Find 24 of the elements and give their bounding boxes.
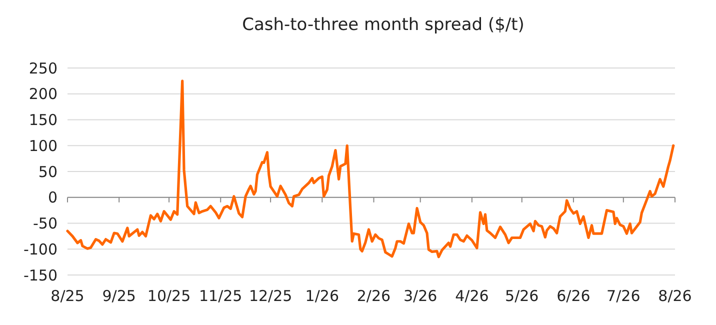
x-tick-label: 11/25 <box>199 287 242 305</box>
y-tick-label: 200 <box>28 85 58 104</box>
x-tick-label: 8/26 <box>658 287 692 305</box>
y-tick-label: -100 <box>23 240 58 258</box>
x-tick-label: 7/26 <box>606 287 640 305</box>
x-tick-label: 4/26 <box>455 287 489 305</box>
y-tick-label: 150 <box>28 111 58 129</box>
y-tick-label: 100 <box>28 136 58 155</box>
chart-title: Cash-to-three month spread ($/t) <box>242 15 524 35</box>
x-tick-label: 9/25 <box>102 287 136 305</box>
x-tick-label: 8/25 <box>50 287 84 305</box>
y-tick-label: -50 <box>33 214 58 232</box>
x-tick-label: 1/26 <box>305 287 339 305</box>
x-tick-label: 2/26 <box>356 287 391 305</box>
y-tick-label: 0 <box>48 188 58 207</box>
x-tick-label: 3/26 <box>404 287 438 305</box>
x-tick-label: 12/25 <box>248 287 292 305</box>
x-tick-label: 6/26 <box>556 287 590 305</box>
y-tick-label: -150 <box>23 266 58 284</box>
x-tick-label: 10/25 <box>147 287 191 305</box>
y-tick-label: 250 <box>28 59 58 78</box>
line-series <box>66 80 675 258</box>
y-tick-label: 50 <box>38 162 58 181</box>
x-tick-label: 5/26 <box>505 287 539 305</box>
